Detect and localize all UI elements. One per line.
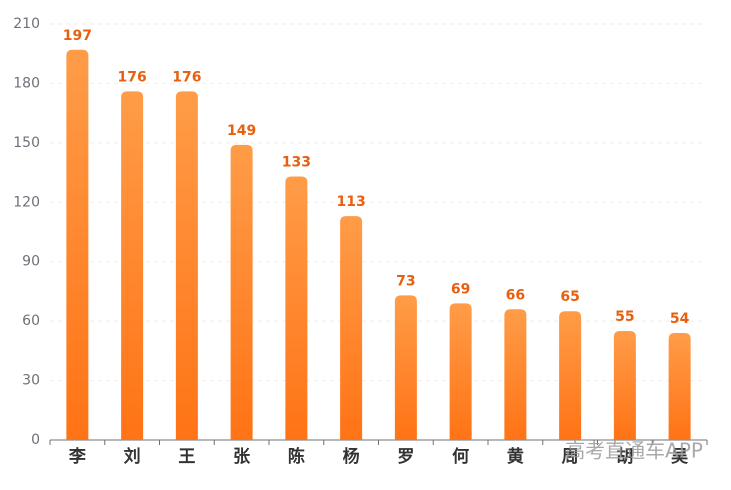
bar — [668, 333, 691, 440]
y-tick-label: 30 — [22, 373, 40, 389]
y-tick-label: 0 — [31, 432, 40, 448]
value-label: 55 — [615, 309, 634, 325]
bar — [449, 303, 472, 440]
x-tick-label: 王 — [178, 447, 195, 467]
x-tick-label: 周 — [562, 447, 579, 467]
x-tick-label: 胡 — [616, 446, 633, 467]
bar — [230, 144, 253, 441]
value-label: 176 — [118, 69, 147, 85]
bar — [121, 91, 144, 440]
value-label: 73 — [396, 273, 415, 289]
bar — [175, 91, 198, 440]
y-tick-label: 150 — [13, 135, 40, 151]
bar — [394, 295, 417, 440]
y-tick-label: 90 — [22, 254, 40, 270]
value-label: 113 — [337, 194, 366, 210]
value-label: 69 — [451, 281, 470, 297]
x-tick-label: 黄 — [507, 446, 524, 467]
x-tick-label: 罗 — [397, 447, 414, 467]
watermark: 高考直通车APP — [565, 439, 703, 463]
bar — [340, 216, 363, 440]
value-label: 197 — [63, 28, 92, 44]
value-label: 54 — [670, 311, 690, 327]
x-tick-label: 何 — [452, 446, 469, 467]
y-tick-label: 180 — [13, 75, 40, 91]
x-tick-label: 李 — [69, 446, 86, 467]
x-tick-label: 刘 — [124, 446, 141, 467]
y-tick-label: 60 — [22, 313, 40, 329]
x-tick-label: 杨 — [343, 446, 360, 467]
x-tick-label: 陈 — [288, 446, 305, 467]
value-label: 65 — [560, 289, 579, 305]
value-label: 149 — [227, 123, 256, 139]
bar — [504, 309, 527, 440]
value-label: 176 — [172, 69, 201, 85]
y-tick-label: 120 — [13, 194, 40, 210]
bar — [559, 311, 582, 440]
bar — [613, 331, 636, 440]
y-tick-label: 210 — [13, 16, 40, 32]
bar — [66, 49, 89, 440]
x-tick-label: 吴 — [671, 447, 688, 467]
bar — [285, 176, 308, 441]
value-label: 133 — [282, 155, 311, 171]
x-tick-label: 张 — [233, 447, 251, 467]
value-label: 66 — [506, 287, 525, 303]
